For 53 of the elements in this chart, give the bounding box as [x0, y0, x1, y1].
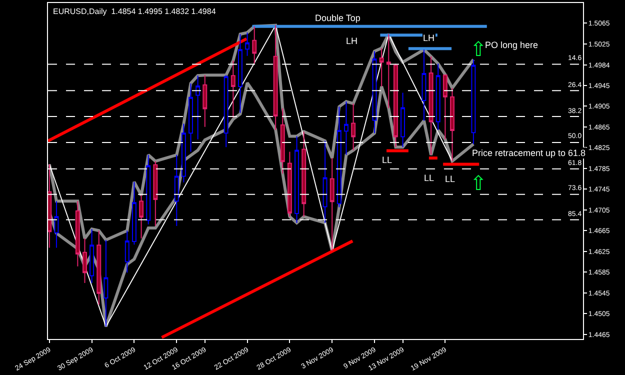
annotation: LL: [424, 173, 434, 183]
candlestick: [287, 151, 292, 218]
candlestick: [82, 238, 87, 284]
candlestick: [230, 60, 236, 118]
candlestick: [153, 160, 158, 226]
candlestick: [322, 140, 328, 224]
text: EURUSD,Daily 1.4854 1.4995 1.4832 1.4984: [53, 7, 216, 16]
candlestick: [450, 88, 454, 162]
candlestick: [245, 32, 250, 56]
annotation: PO long here: [485, 40, 538, 50]
annotation: LH: [423, 33, 435, 43]
candlestick: [238, 34, 242, 114]
candlestick: [428, 56, 434, 156]
candlestick: [422, 49, 426, 122]
candlestick: [188, 82, 193, 152]
annotation: Price retracement up to 61.8: [472, 148, 586, 158]
candlestick: [196, 75, 200, 140]
annotation: LL: [445, 174, 456, 184]
candlestick: [139, 194, 144, 239]
annotation: ⇧: [470, 173, 487, 195]
candlestick: [294, 136, 299, 224]
annotation: Double Top: [315, 13, 360, 23]
annotation: LH: [346, 36, 358, 46]
candlestick: [400, 92, 406, 148]
annotation: LL: [382, 155, 392, 165]
candlestick: [252, 26, 257, 64]
candlestick: [202, 74, 208, 128]
candlestick: [54, 200, 59, 248]
candlestick: [393, 63, 398, 148]
candlestick: [132, 181, 136, 246]
candlestick: [386, 34, 391, 109]
candlestick: [181, 123, 186, 183]
candlestick: [442, 74, 448, 140]
candlestick: [75, 200, 80, 267]
candlestick: [471, 59, 476, 145]
candlestick: [351, 103, 356, 151]
candlestick: [104, 239, 108, 328]
annotation: ⇧: [470, 39, 487, 61]
candlestick: [224, 74, 228, 148]
candlestick: [379, 48, 384, 87]
candlestick: [96, 230, 102, 306]
candlestick: [436, 63, 440, 131]
candlestick: [344, 101, 348, 156]
candlestick: [174, 154, 179, 226]
candlestick: [273, 24, 278, 131]
candlestick: [336, 106, 342, 208]
candlestick: [280, 108, 285, 174]
candlestick: [146, 154, 151, 225]
candlestick: [90, 228, 94, 284]
candlestick: [302, 131, 306, 218]
candlestick: [124, 230, 130, 274]
candlestick: [48, 164, 52, 248]
candlestick: [330, 158, 334, 252]
